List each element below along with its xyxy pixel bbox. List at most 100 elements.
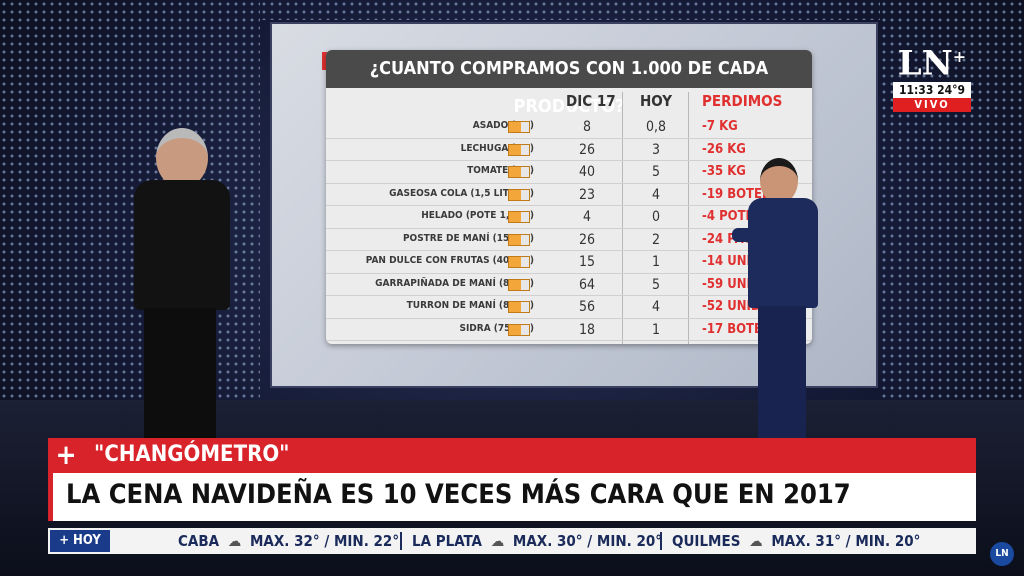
weather-item: LA PLATA ☁ MAX. 30° / MIN. 20°: [412, 530, 662, 552]
table-row: GASEOSA COLA (1,5 LITROS) 23 4 -19 BOTEL: [326, 184, 812, 206]
presenter-head: [760, 158, 798, 204]
value-dic17: 8: [582, 119, 591, 135]
led-wall-right: [880, 0, 1024, 400]
ticker-divider: [660, 532, 662, 550]
weather-item: QUILMES ☁ MAX. 31° / MIN. 20°: [672, 530, 920, 552]
column-header-hoy: HOY: [640, 92, 672, 110]
value-perdimos: -26 KG: [702, 141, 746, 157]
weather-city: QUILMES: [672, 532, 741, 550]
value-perdimos: -7 KG: [702, 119, 738, 134]
value-hoy: 4: [651, 186, 660, 203]
topic-bar: [48, 438, 976, 473]
led-wall-top: [260, 0, 880, 20]
product-icon: [508, 256, 530, 268]
product-icon: [508, 233, 530, 246]
product-icon: [508, 166, 530, 178]
value-dic17: 4: [582, 209, 591, 225]
price-comparison-table: ¿CUANTO COMPRAMOS CON 1.000 DE CADA PROD…: [326, 50, 812, 344]
value-dic17: 15: [578, 254, 596, 270]
weather-separator: /: [587, 532, 593, 550]
product-name: LECHUGA (KG): [460, 142, 534, 154]
table-row: TOMATE (KG) 40 5 -35 KG: [326, 161, 812, 184]
column-header-dic17: DIC 17: [566, 92, 616, 110]
value-dic17: 23: [578, 186, 596, 203]
value-dic17: 26: [578, 141, 596, 158]
weather-max: MAX. 32°: [249, 532, 320, 550]
table-row: LECHUGA (KG) 26 3 -26 KG: [326, 139, 812, 161]
weather-item: CABA ☁ MAX. 32° / MIN. 22°: [178, 530, 399, 552]
value-hoy: 1: [651, 254, 660, 270]
cloud-icon: ☁: [490, 532, 505, 550]
ticker-divider: [400, 532, 402, 550]
product-name: POSTRE DE MANÍ (150GR): [402, 232, 534, 244]
presenter-head: [156, 128, 208, 188]
table-row: GARRAPIÑADA DE MANÍ (80GR) 64 5 -59 UNIDA: [326, 274, 812, 296]
value-perdimos: -4 POTES: [702, 209, 762, 224]
column-divider: [622, 92, 623, 344]
headline-bar: [48, 473, 976, 521]
weather-max: MAX. 31°: [771, 532, 841, 550]
presenter-legs: [758, 306, 806, 440]
logo-brand: LN: [897, 43, 953, 84]
presenter-arm: [732, 228, 762, 242]
presenter-torso: [134, 180, 230, 310]
product-icon: [508, 278, 530, 291]
product-name: PAN DULCE CON FRUTAS (400GR): [365, 255, 534, 266]
value-hoy: 2: [651, 231, 660, 248]
product-name: GASEOSA COLA (1,5 LITROS): [389, 187, 534, 199]
value-hoy: 0: [651, 209, 660, 225]
cloud-icon: ☁: [749, 532, 763, 550]
column-divider: [688, 92, 689, 344]
value-hoy: 5: [651, 276, 660, 293]
value-dic17: 64: [578, 276, 596, 293]
weather-city: CABA: [178, 532, 220, 550]
weather-ticker: [48, 528, 976, 554]
product-icon: [508, 323, 530, 336]
headline: LA CENA NAVIDEÑA ES 10 VECES MÁS CARA QU…: [66, 479, 851, 510]
product-icon: [508, 143, 530, 156]
topic-label: "CHANGÓMETRO": [94, 442, 290, 467]
product-name: TOMATE (KG): [467, 165, 534, 176]
table-rows: ASADO (KG) 8 0,8 -7 KG LECHUGA (KG) 26 3 -26 K…: [326, 116, 812, 341]
value-perdimos: -35 KG: [702, 164, 746, 179]
table-row: ASADO (KG) 8 0,8 -7 KG: [326, 116, 812, 139]
product-name: ASADO (KG): [472, 120, 534, 131]
value-hoy: 1: [651, 321, 660, 338]
product-icon: [508, 121, 530, 133]
clock-temperature: 11:33 24°9: [893, 82, 971, 99]
weather-separator: /: [324, 532, 330, 550]
weather-max: MAX. 30°: [512, 532, 583, 550]
plus-icon: +: [55, 438, 77, 471]
corner-channel-logo: LN: [990, 542, 1014, 566]
live-badge: VIVO: [893, 98, 971, 113]
product-name: SIDRA (750CC): [459, 322, 534, 334]
channel-logo: LN+ 11:33 24°9 VIVO: [893, 38, 971, 113]
table-row: HELADO (POTE 1,5KG) 4 0 -4 POTES: [326, 206, 812, 229]
value-dic17: 26: [578, 231, 596, 248]
channel-logo-text: LN+: [893, 38, 971, 82]
product-name: TURRON DE MANÍ (80GR): [406, 300, 534, 311]
weather-city: LA PLATA: [412, 532, 482, 550]
product-icon: [508, 211, 530, 223]
value-hoy: 3: [651, 141, 660, 158]
product-icon: [508, 188, 530, 201]
product-name: HELADO (POTE 1,5KG): [421, 210, 534, 221]
value-perdimos: -19 BOTEL: [702, 186, 770, 202]
weather-today-tag: + HOY: [50, 530, 110, 552]
value-dic17: 40: [578, 164, 596, 180]
presenter-right: [732, 158, 824, 440]
product-name: GARRAPIÑADA DE MANÍ (80GR): [375, 277, 534, 289]
weather-separator: /: [845, 532, 851, 550]
value-hoy: 4: [651, 299, 660, 315]
weather-min: MIN. 22°: [333, 532, 400, 550]
cloud-icon: ☁: [227, 532, 242, 550]
column-header-perdimos: PERDIMOS: [702, 92, 783, 110]
presenter-left: [126, 128, 236, 440]
logo-plus: +: [952, 47, 967, 66]
value-hoy: 0,8: [645, 119, 667, 135]
value-dic17: 56: [578, 299, 596, 315]
value-dic17: 18: [578, 321, 596, 338]
weather-min: MIN. 20°: [855, 532, 921, 550]
presenter-torso: [748, 198, 818, 308]
product-icon: [508, 301, 530, 313]
